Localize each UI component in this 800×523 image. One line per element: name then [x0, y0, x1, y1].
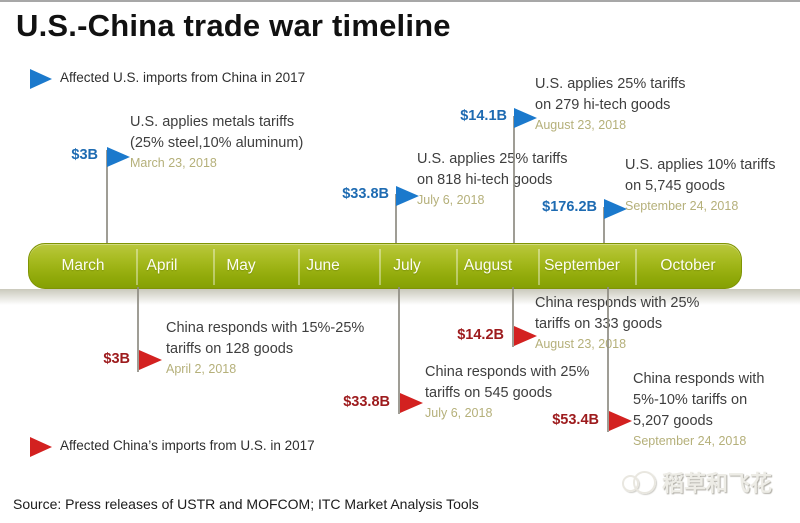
event-text: China responds with 25% tariffs on 545 g… — [425, 362, 589, 420]
month-label-may: May — [226, 257, 256, 274]
event-line: China responds with 25% — [535, 295, 700, 311]
event-text: China responds with 5%-10% tariffs on 5,… — [633, 369, 764, 448]
china-flag-icon — [400, 393, 423, 413]
timeline-bar-reflection — [0, 289, 800, 305]
source-note: Source: Press releases of USTR and MOFCO… — [13, 496, 479, 512]
event-text: U.S. applies 25% tariffs on 279 hi-tech … — [535, 74, 685, 132]
us-flag-icon — [604, 199, 627, 219]
event-pole — [137, 287, 139, 372]
month-label-october: October — [660, 257, 716, 274]
month-divider — [213, 249, 215, 285]
watermark-logo-icon — [621, 469, 656, 495]
event-line: China responds with 25% — [425, 364, 590, 380]
month-divider — [456, 249, 458, 285]
month-label-september: September — [544, 257, 620, 274]
event-date: July 6, 2018 — [417, 193, 485, 207]
event-text: China responds with 15%-25% tariffs on 1… — [166, 318, 364, 376]
month-label-august: August — [463, 257, 513, 274]
event-line: tariffs on 128 goods — [166, 341, 294, 357]
china-flag-icon — [514, 326, 537, 346]
watermark: 稻草和飞花 — [621, 466, 772, 498]
event-date: August 23, 2018 — [535, 337, 627, 351]
event-value: $53.4B — [552, 412, 599, 428]
event-value: $3B — [103, 351, 130, 367]
event-line: (25% steel,10% aluminum) — [130, 135, 304, 151]
event-text: U.S. applies 10% tariffs on 5,745 goods … — [625, 155, 775, 213]
event-line: on 5,745 goods — [625, 178, 725, 194]
watermark-text: 稻草和飞花 — [661, 471, 772, 496]
event-line: tariffs on 333 goods — [535, 316, 663, 332]
event-value: $33.8B — [343, 394, 390, 410]
event-text: U.S. applies metals tariffs (25% steel,1… — [130, 112, 303, 170]
month-divider — [379, 249, 381, 285]
us-flag-icon — [107, 147, 130, 167]
event-date: August 23, 2018 — [535, 118, 627, 132]
event-date: April 2, 2018 — [166, 362, 237, 376]
event-pole — [398, 287, 400, 414]
month-divider — [538, 249, 540, 285]
month-label-march: March — [61, 257, 105, 274]
event-value: $14.2B — [457, 327, 504, 343]
event-date: July 6, 2018 — [425, 406, 493, 420]
us-flag-icon — [396, 186, 419, 206]
legend-us-label: Affected U.S. imports from China in 2017 — [60, 70, 306, 85]
event-line: U.S. applies 10% tariffs — [625, 157, 776, 173]
month-label-june: June — [306, 257, 340, 274]
event-value: $176.2B — [542, 199, 597, 215]
event-text: China responds with 25% tariffs on 333 g… — [535, 293, 699, 351]
event-date: March 23, 2018 — [130, 156, 217, 170]
event-line: U.S. applies 25% tariffs — [535, 76, 686, 92]
event-pole — [395, 194, 397, 243]
event-date: September 24, 2018 — [633, 434, 747, 448]
top-border — [0, 0, 800, 2]
event-text: U.S. applies 25% tariffs on 818 hi-tech … — [417, 149, 567, 207]
event-pole — [106, 150, 108, 243]
event-value: $33.8B — [342, 186, 389, 202]
month-label-july: July — [393, 257, 421, 274]
event-line: China responds with 15%-25% — [166, 320, 365, 336]
event-pole — [513, 116, 515, 243]
event-pole — [603, 207, 605, 243]
event-date: September 24, 2018 — [625, 199, 739, 213]
china-flag-icon — [139, 350, 162, 370]
event-value: $3B — [71, 147, 98, 163]
event-line: 5,207 goods — [633, 413, 713, 429]
month-divider — [136, 249, 138, 285]
event-line: 5%-10% tariffs on — [633, 392, 748, 408]
legend-china-item: Affected China’s imports from U.S. in 20… — [30, 437, 315, 457]
us-flag-icon — [514, 108, 537, 128]
legend-us-item: Affected U.S. imports from China in 2017 — [30, 69, 305, 89]
month-divider — [635, 249, 637, 285]
event-value: $14.1B — [460, 108, 507, 124]
event-line: tariffs on 545 goods — [425, 385, 553, 401]
event-pole — [607, 287, 609, 432]
event-line: China responds with — [633, 371, 765, 387]
timeline-bar: March April May June July August Septemb… — [28, 243, 742, 289]
us-flag-legend-icon — [30, 69, 52, 89]
event-line: U.S. applies metals tariffs — [130, 114, 295, 130]
china-flag-legend-icon — [30, 437, 52, 457]
page-title: U.S.-China trade war timeline — [16, 8, 451, 43]
month-label-april: April — [146, 257, 178, 274]
event-pole — [512, 287, 514, 347]
event-line: on 279 hi-tech goods — [535, 97, 671, 113]
event-line: U.S. applies 25% tariffs — [417, 151, 568, 167]
month-divider — [298, 249, 300, 285]
legend-china-label: Affected China’s imports from U.S. in 20… — [60, 438, 315, 453]
event-line: on 818 hi-tech goods — [417, 172, 553, 188]
china-flag-icon — [609, 411, 632, 431]
